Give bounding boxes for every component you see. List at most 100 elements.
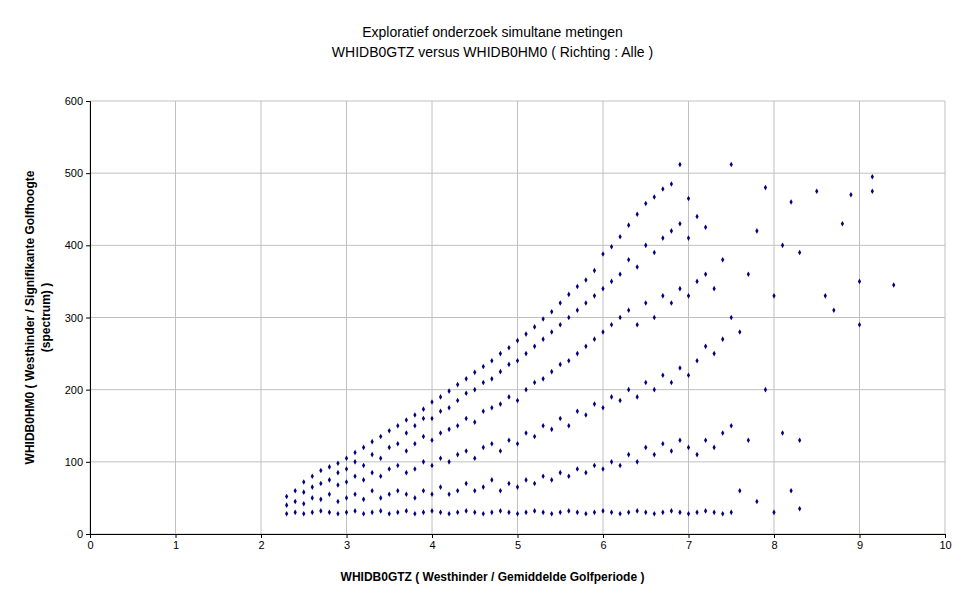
point xyxy=(405,417,408,423)
tick: 0 xyxy=(77,528,90,540)
point xyxy=(311,495,314,501)
point xyxy=(542,376,545,382)
point xyxy=(789,488,792,494)
point xyxy=(559,300,562,306)
point xyxy=(379,473,382,479)
point xyxy=(353,473,356,479)
point xyxy=(490,441,493,447)
grid-line xyxy=(90,389,945,390)
tick: 9 xyxy=(857,534,863,551)
point xyxy=(542,473,545,479)
point xyxy=(388,511,391,517)
point xyxy=(353,459,356,465)
point xyxy=(473,455,476,461)
point xyxy=(379,455,382,461)
point xyxy=(542,336,545,342)
point xyxy=(456,510,459,516)
point xyxy=(636,508,639,514)
point xyxy=(456,398,459,404)
point xyxy=(559,362,562,368)
point xyxy=(345,495,348,501)
point xyxy=(456,488,459,494)
point xyxy=(473,419,476,425)
point xyxy=(405,448,408,454)
point xyxy=(362,511,365,517)
point xyxy=(499,369,502,375)
point xyxy=(405,492,408,498)
point xyxy=(524,331,527,337)
point xyxy=(542,510,545,516)
point xyxy=(678,510,681,516)
tick: 200 xyxy=(65,384,90,396)
point xyxy=(311,473,314,479)
point xyxy=(353,492,356,498)
tick: 600 xyxy=(65,95,90,107)
point xyxy=(396,441,399,447)
point xyxy=(336,460,339,466)
point xyxy=(636,459,639,465)
tick: 500 xyxy=(65,167,90,179)
point xyxy=(328,492,331,498)
point xyxy=(704,224,707,230)
point xyxy=(559,416,562,422)
grid-line xyxy=(90,101,945,102)
point xyxy=(447,427,450,433)
point xyxy=(584,344,587,350)
point xyxy=(704,271,707,277)
point xyxy=(430,508,433,514)
point xyxy=(567,473,570,479)
point xyxy=(627,222,630,228)
point xyxy=(713,351,716,357)
point xyxy=(345,455,348,461)
point xyxy=(294,510,297,516)
tick-label: 0 xyxy=(77,528,83,540)
point xyxy=(721,430,724,436)
point xyxy=(465,390,468,396)
y-axis-title: WHIDB0HM0 ( Westhinder / Signifikante Go… xyxy=(23,170,37,464)
point xyxy=(473,387,476,393)
plot-area xyxy=(90,101,945,534)
point xyxy=(499,448,502,454)
point xyxy=(730,423,733,429)
point xyxy=(516,398,519,404)
point xyxy=(567,423,570,429)
point xyxy=(465,416,468,422)
point xyxy=(678,221,681,227)
point xyxy=(430,437,433,443)
point xyxy=(653,194,656,200)
point xyxy=(371,470,374,476)
point xyxy=(618,234,621,240)
point xyxy=(516,441,519,447)
point xyxy=(871,188,874,194)
y-axis-title: (spectrum) ) xyxy=(39,283,53,352)
point xyxy=(858,279,861,285)
point xyxy=(627,257,630,263)
tick: 2 xyxy=(258,534,264,551)
point xyxy=(661,372,664,378)
tick-mark xyxy=(518,534,519,538)
point xyxy=(567,292,570,298)
point xyxy=(627,387,630,393)
point xyxy=(524,430,527,436)
tick: 6 xyxy=(600,534,606,551)
point xyxy=(336,482,339,488)
point xyxy=(730,315,733,321)
chart: 0123456789100100200300400500600Explorati… xyxy=(0,0,970,604)
tick: 8 xyxy=(771,534,777,551)
point xyxy=(328,510,331,516)
point xyxy=(439,409,442,415)
point xyxy=(413,412,416,418)
point xyxy=(601,251,604,257)
point xyxy=(798,250,801,256)
point xyxy=(328,464,331,470)
point xyxy=(772,510,775,516)
point xyxy=(422,459,425,465)
point xyxy=(294,499,297,505)
tick-mark xyxy=(86,534,90,535)
point xyxy=(550,477,553,483)
point xyxy=(516,484,519,490)
point xyxy=(764,387,767,393)
point xyxy=(841,221,844,227)
point xyxy=(473,488,476,494)
tick-mark xyxy=(860,534,861,538)
